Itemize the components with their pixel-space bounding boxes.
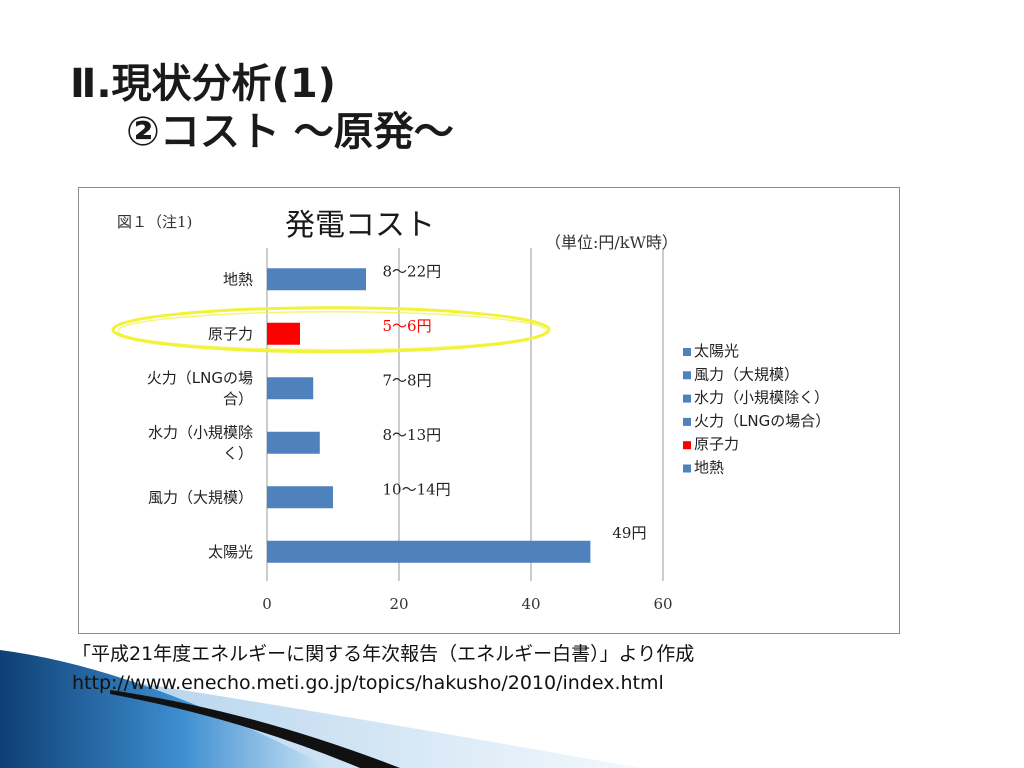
legend-label: 原子力: [694, 435, 739, 453]
legend-swatch: [683, 371, 691, 380]
bar: [267, 486, 333, 509]
legend-swatch: [683, 348, 691, 356]
x-tick-label: 20: [389, 595, 408, 613]
x-tick-label: 0: [262, 595, 272, 613]
bar: [267, 377, 314, 400]
data-label: 5～6円: [383, 317, 432, 335]
data-label: 49円: [612, 524, 646, 542]
highlight-ellipse: [111, 306, 551, 354]
legend-label: 太陽光: [694, 342, 739, 360]
category-label: 火力（LNGの場: [147, 369, 253, 387]
legend-label: 水力（小規模除く）: [694, 389, 829, 407]
highlight-ellipse-inner: [117, 311, 547, 351]
category-label: 水力（小規模除: [148, 423, 253, 441]
x-tick-label: 60: [653, 595, 672, 613]
category-label: 原子力: [208, 325, 253, 343]
source-line1: 「平成21年度エネルギーに関する年次報告（エネルギー白書）」より作成: [72, 643, 695, 665]
bar: [267, 540, 591, 563]
legend-swatch: [683, 394, 691, 403]
category-label: く）: [223, 444, 253, 462]
unit-label: （単位:円/kW時）: [545, 233, 678, 252]
slide-title-line2: ②コスト ～原発～: [126, 109, 454, 155]
data-label: 8～22円: [383, 262, 442, 280]
x-tick-label: 40: [521, 595, 540, 613]
category-label: 太陽光: [208, 543, 253, 561]
legend-label: 地熱: [694, 459, 724, 477]
source-url: http://www.enecho.meti.go.jp/topics/haku…: [72, 672, 664, 694]
chart-title: 発電コスト: [285, 208, 435, 243]
category-label: 風力（大規模）: [148, 488, 253, 506]
data-label: 10～14円: [383, 480, 451, 498]
bar: [267, 431, 320, 454]
category-label: 地熱: [223, 270, 253, 288]
bar: [267, 322, 300, 345]
swoosh-blue-band: [0, 650, 330, 768]
legend-swatch: [683, 417, 691, 426]
legend-label: 風力（大規模）: [694, 365, 799, 383]
data-label: 8～13円: [383, 426, 442, 444]
swoosh-dark-stroke: [110, 690, 400, 768]
slide-title: Ⅱ.現状分析(1) ②コスト ～原発～: [70, 60, 454, 156]
bar: [267, 268, 366, 291]
legend-swatch: [683, 464, 691, 473]
chart-frame: 0 20 40 60 地熱 8～22円 原子力 5～6円 火力（LNGの場 合） 7～8円 水力（小規…: [78, 187, 900, 634]
source-citation: 「平成21年度エネルギーに関する年次報告（エネルギー白書）」より作成 http:…: [72, 640, 694, 698]
figure-label: 図１（注1): [117, 213, 193, 231]
legend-swatch: [683, 441, 691, 450]
data-label: 7～8円: [383, 371, 432, 389]
legend-label: 火力（LNGの場合）: [694, 412, 830, 430]
slide-title-line1: Ⅱ.現状分析(1): [70, 61, 336, 107]
category-label: 合）: [223, 390, 253, 408]
